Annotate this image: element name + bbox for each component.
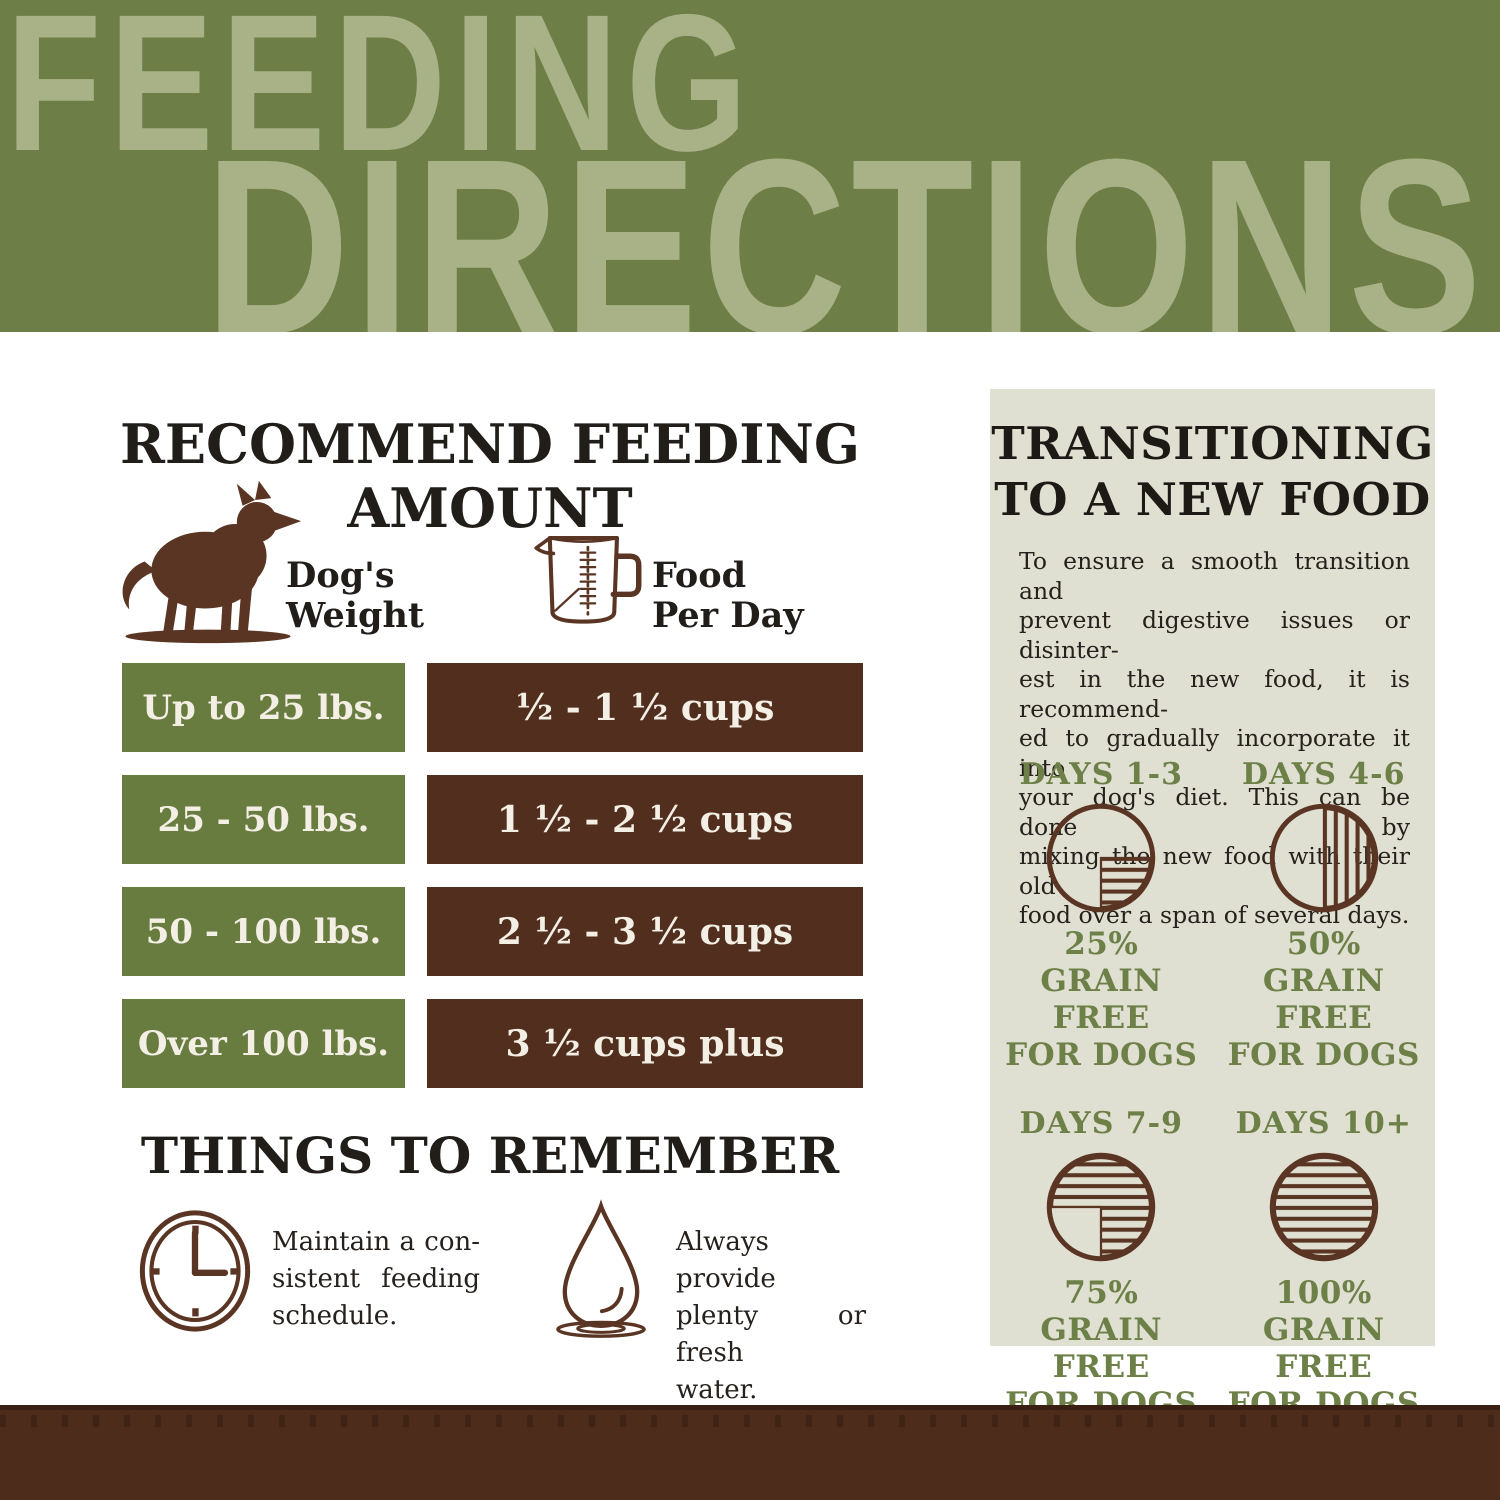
banner-word-feeding: FEEDING bbox=[6, 0, 756, 192]
transitioning-title-line2: TO A NEW FOOD bbox=[994, 473, 1431, 526]
weight-column-header: Dog's Weight bbox=[286, 556, 424, 636]
paragraph-line: ed to gradually incorporate it into bbox=[1019, 724, 1410, 782]
step-days-label: DAYS 4-6 bbox=[1241, 757, 1406, 792]
transition-step-days-4-6: DAYS 4-6 50% GRAIN FREE FOR DOGS bbox=[1213, 757, 1436, 1074]
water-drop-icon bbox=[556, 1199, 646, 1338]
banner-word-directions: DIRECTIONS bbox=[205, 107, 1487, 333]
footer-stitches bbox=[0, 1415, 1500, 1427]
remember-line: plenty or fresh bbox=[676, 1301, 866, 1368]
table-row-weight: 25 - 50 lbs. bbox=[122, 775, 405, 864]
table-row-food: 1 ½ - 2 ½ cups bbox=[427, 775, 863, 864]
remember-line: Maintain a con- bbox=[272, 1227, 480, 1257]
paragraph-line: est in the new food, it is recommend- bbox=[1019, 665, 1410, 723]
step-label: GRAIN FREE bbox=[1040, 1312, 1163, 1385]
remember-item-text: Maintain a con- sistent feeding schedule… bbox=[272, 1224, 480, 1335]
transition-step-days-1-3: DAYS 1-3 25% GRAIN FREE FOR DOGS bbox=[990, 757, 1213, 1074]
weight-header-line1: Dog's bbox=[286, 555, 395, 596]
remember-line: sistent feeding bbox=[272, 1264, 480, 1294]
things-to-remember-title: THINGS TO REMEMBER bbox=[140, 1126, 840, 1185]
transition-circle-25-icon bbox=[1047, 803, 1156, 913]
step-percent: 75% bbox=[1064, 1275, 1139, 1311]
food-column-header: Food Per Day bbox=[652, 556, 804, 636]
transitioning-title-line1: TRANSITIONING bbox=[991, 417, 1434, 470]
table-row-weight: Up to 25 lbs. bbox=[122, 663, 405, 752]
weight-header-line2: Weight bbox=[286, 595, 425, 636]
transitioning-panel: TRANSITIONING TO A NEW FOOD To ensure a … bbox=[990, 389, 1435, 1422]
footer-bar bbox=[0, 1405, 1500, 1500]
feeding-directions-banner: FEEDING DIRECTIONS bbox=[0, 0, 1500, 332]
food-header-line1: Food bbox=[652, 555, 747, 596]
table-row-food: 2 ½ - 3 ½ cups bbox=[427, 887, 863, 976]
dog-icon bbox=[122, 480, 302, 644]
paragraph-line: prevent digestive issues or disinter- bbox=[1019, 606, 1410, 664]
step-label: GRAIN FREE bbox=[1262, 963, 1385, 1036]
paragraph-line: To ensure a smooth transition and bbox=[1019, 547, 1410, 605]
step-label: GRAIN FREE bbox=[1040, 963, 1163, 1036]
step-percent: 50% bbox=[1286, 926, 1361, 962]
remember-item-text: Always provide plenty or fresh water. bbox=[676, 1224, 866, 1409]
table-row-weight: Over 100 lbs. bbox=[122, 999, 405, 1088]
remember-line: Always provide bbox=[676, 1227, 776, 1294]
transition-steps-grid: DAYS 1-3 25% GRAIN FREE FOR DOGS DAYS 4-… bbox=[990, 757, 1435, 1423]
transition-circle-100-icon bbox=[1269, 1152, 1378, 1262]
transition-circle-75-icon bbox=[1047, 1152, 1156, 1262]
transition-step-days-10-plus: DAYS 10+ 100% GRAIN FREE FOR DOGS bbox=[1213, 1106, 1436, 1423]
step-days-label: DAYS 7-9 bbox=[1019, 1106, 1184, 1141]
remember-line: water. bbox=[676, 1375, 758, 1405]
step-label: FOR DOGS bbox=[1227, 1037, 1420, 1073]
step-label: GRAIN FREE bbox=[1262, 1312, 1385, 1385]
food-header-line2: Per Day bbox=[652, 595, 804, 636]
measuring-cup-icon bbox=[534, 536, 642, 624]
table-row-food: 3 ½ cups plus bbox=[427, 999, 863, 1088]
remember-line: schedule. bbox=[272, 1301, 398, 1331]
clock-icon bbox=[139, 1210, 251, 1332]
step-days-label: DAYS 10+ bbox=[1235, 1106, 1412, 1141]
step-days-label: DAYS 1-3 bbox=[1019, 757, 1184, 792]
transition-circle-50-icon bbox=[1269, 803, 1378, 913]
step-label: FOR DOGS bbox=[1005, 1037, 1198, 1073]
transition-step-days-7-9: DAYS 7-9 75% GRAIN FREE FOR DOGS bbox=[990, 1106, 1213, 1423]
feeding-amount-title: RECOMMEND FEEDING AMOUNT bbox=[120, 412, 860, 540]
table-row-food: ½ - 1 ½ cups bbox=[427, 663, 863, 752]
step-percent: 25% bbox=[1064, 926, 1139, 962]
step-percent: 100% bbox=[1275, 1275, 1372, 1311]
table-row-weight: 50 - 100 lbs. bbox=[122, 887, 405, 976]
